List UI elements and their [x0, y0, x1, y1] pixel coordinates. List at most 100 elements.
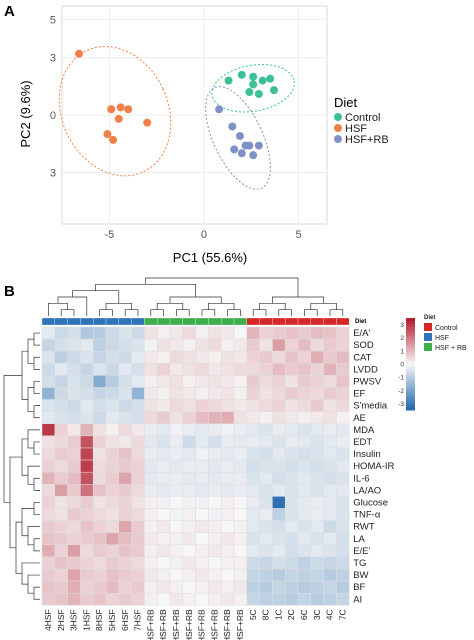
heatmap-cell	[323, 363, 337, 376]
heatmap-cell	[272, 459, 286, 473]
heatmap-cell	[41, 435, 56, 449]
heatmap-cell	[41, 484, 56, 497]
heatmap-cell	[169, 580, 184, 594]
heatmap-cell	[80, 411, 94, 425]
heatmap-cell	[323, 326, 337, 340]
heatmap-cell	[284, 580, 299, 594]
heatmap-cell	[80, 568, 94, 582]
heatmap-cell	[41, 411, 56, 425]
heatmap-cell	[220, 592, 235, 606]
heatmap-cell	[182, 580, 196, 594]
heatmap-cell	[323, 375, 337, 388]
heatmap-cell	[144, 592, 158, 606]
heatmap-cell	[169, 375, 184, 388]
heatmap-cell	[220, 338, 235, 352]
heatmap-cell	[80, 544, 94, 558]
heatmap-cell	[336, 508, 350, 521]
heatmap-cell	[220, 520, 235, 533]
heatmap-cell	[67, 520, 81, 533]
dendrogram-branch	[169, 296, 222, 304]
heatmap-cell	[105, 592, 120, 606]
annotation-cell	[41, 317, 55, 326]
heatmap-cell	[144, 326, 158, 340]
heatmap-cell	[54, 592, 68, 606]
column-label: 8HSF+RB	[158, 609, 168, 640]
dendrogram-branch	[33, 441, 40, 455]
colorbar-segment	[406, 354, 415, 359]
column-label: 8C	[261, 609, 271, 620]
dendrogram-branch	[27, 387, 34, 413]
heatmap-cell	[105, 375, 120, 388]
heatmap-cell	[246, 387, 260, 400]
heatmap-cell	[336, 592, 350, 606]
heatmap-cell	[246, 363, 260, 376]
x-tick-label: 0	[201, 229, 207, 241]
heatmap-cell	[323, 399, 337, 412]
data-point	[266, 74, 275, 83]
heatmap-cell	[233, 471, 248, 485]
heatmap-cell	[220, 471, 235, 485]
heatmap-cell	[233, 544, 248, 558]
heatmap-cell	[54, 471, 68, 485]
heatmap-cell	[156, 520, 171, 533]
heatmap-cell	[41, 459, 56, 473]
heatmap-cell	[336, 338, 350, 352]
heatmap-cell	[67, 580, 81, 594]
heatmap-cell	[246, 350, 260, 364]
colorbar-tick-label: 0	[400, 362, 404, 369]
heatmap-cell	[144, 544, 158, 558]
data-point	[245, 88, 254, 97]
row-label: AI	[353, 594, 362, 605]
heatmap-cell	[297, 544, 312, 558]
heatmap-cell	[118, 338, 132, 352]
heatmap-cell	[246, 496, 260, 509]
heatmap-cell	[182, 592, 196, 606]
heatmap-cell	[80, 326, 94, 340]
annotation-cell	[310, 317, 324, 326]
row-label: MDA	[353, 425, 375, 436]
heatmap-cell	[233, 459, 248, 473]
heatmap-cell	[208, 520, 222, 533]
heatmap-cell	[131, 520, 145, 533]
heatmap-cell	[92, 423, 107, 437]
colorbar-segment	[406, 382, 415, 386]
heatmap-cell	[272, 338, 286, 352]
heatmap-cell	[272, 544, 286, 558]
heatmap-cell	[323, 556, 337, 570]
heatmap-cell	[220, 556, 235, 570]
annotation-cell	[221, 317, 235, 326]
data-point	[258, 76, 267, 85]
heatmap-cell	[144, 363, 158, 376]
heatmap-cell	[233, 350, 248, 364]
heatmap-cell	[156, 399, 171, 412]
heatmap-cell	[220, 508, 235, 521]
heatmap-cell	[272, 423, 286, 437]
heatmap-cell	[195, 471, 209, 485]
heatmap-cell	[272, 496, 286, 509]
heatmap-cell	[297, 399, 312, 412]
heatmap-cell	[118, 544, 132, 558]
heatmap-cell	[310, 544, 324, 558]
heatmap-cell	[208, 508, 222, 521]
heatmap-cell	[92, 580, 107, 594]
heatmap-cell	[131, 338, 145, 352]
heatmap-cell	[182, 375, 196, 388]
annotation-cell	[336, 317, 350, 326]
heatmap-cell	[259, 484, 273, 497]
heatmap-cell	[259, 447, 273, 461]
heatmap-cell	[92, 544, 107, 558]
heatmap-cell	[208, 459, 222, 473]
heatmap-cell	[67, 447, 81, 461]
colorbar-segment	[406, 321, 415, 325]
heatmap-cell	[323, 496, 337, 509]
heatmap-cell	[131, 387, 145, 400]
heatmap-cell	[297, 471, 312, 485]
heatmap-cell	[233, 326, 248, 340]
heatmap-cell	[54, 532, 68, 546]
heatmap-cell	[41, 363, 56, 376]
colorbar-segment	[406, 318, 415, 322]
heatmap-cell	[80, 532, 94, 546]
heatmap-cell	[310, 387, 324, 400]
heatmap-cell	[169, 363, 184, 376]
heatmap-cell	[92, 520, 107, 533]
